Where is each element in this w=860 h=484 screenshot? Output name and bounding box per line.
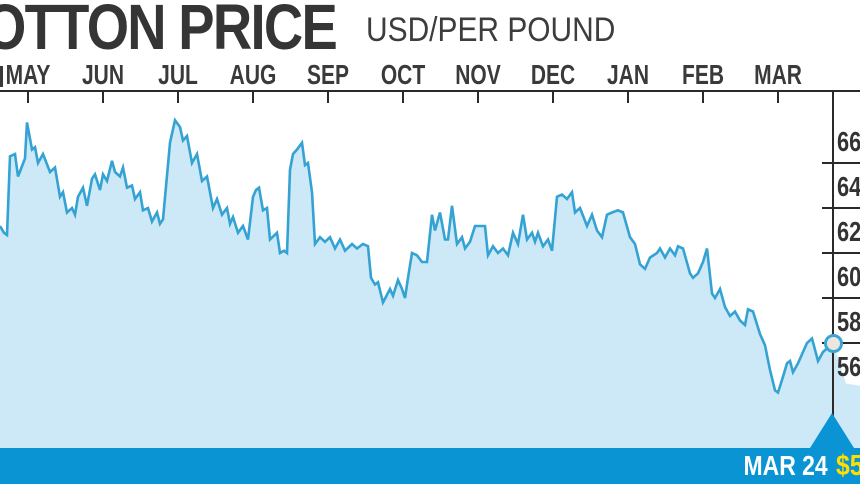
x-axis-tick	[27, 92, 29, 103]
month-label-feb: FEB	[682, 59, 724, 90]
price-area-fill	[0, 120, 860, 449]
y-gridline-60	[822, 297, 860, 299]
last-price-marker	[824, 334, 843, 353]
month-label-sep: SEP	[306, 59, 350, 90]
y-gridline-62	[822, 252, 860, 254]
month-label-mar: MAR	[754, 59, 802, 90]
y-axis-label-58: 58	[837, 306, 860, 337]
x-axis-tick	[102, 92, 104, 103]
arrow-up-icon	[810, 413, 854, 448]
month-label-dec: DEC	[530, 59, 576, 90]
month-label-nov: NOV	[455, 59, 501, 90]
y-axis-label-60: 60	[837, 261, 860, 292]
page-title: OTTON PRICE	[0, 0, 338, 63]
y-axis-label-62: 62	[837, 216, 860, 247]
x-axis-tick	[477, 92, 479, 103]
price-line	[0, 117, 834, 395]
x-axis-tick	[552, 92, 554, 103]
x-axis-tick	[177, 92, 179, 103]
y-axis-line	[832, 90, 834, 448]
x-axis-tick	[402, 92, 404, 103]
price-unit-label: USD/PER POUND	[366, 11, 616, 49]
y-gridline-66	[822, 162, 860, 164]
month-label-oct: OCT	[380, 59, 426, 90]
y-gridline-64	[822, 207, 860, 209]
x-axis-tick	[252, 92, 254, 103]
footer-date-label: MAR 24	[743, 450, 828, 481]
footer-bar	[0, 448, 860, 484]
x-axis-tick	[777, 92, 779, 103]
y-axis-label-66: 66	[837, 126, 860, 157]
month-label-may: MAY	[5, 59, 51, 90]
x-axis-tick	[327, 92, 329, 103]
y-axis-label-64: 64	[837, 171, 860, 202]
month-label-jan: JAN	[606, 59, 650, 90]
y-axis-label-56: 56	[837, 351, 860, 382]
x-axis-tick	[702, 92, 704, 103]
month-label-jul: JUL	[158, 59, 198, 90]
x-axis-line	[0, 90, 860, 92]
footer-price-label: $5	[836, 450, 860, 482]
clipped-month-label-fragment	[0, 66, 3, 87]
month-label-aug: AUG	[229, 59, 277, 90]
month-label-jun: JUN	[81, 59, 125, 90]
x-axis-tick	[627, 92, 629, 103]
